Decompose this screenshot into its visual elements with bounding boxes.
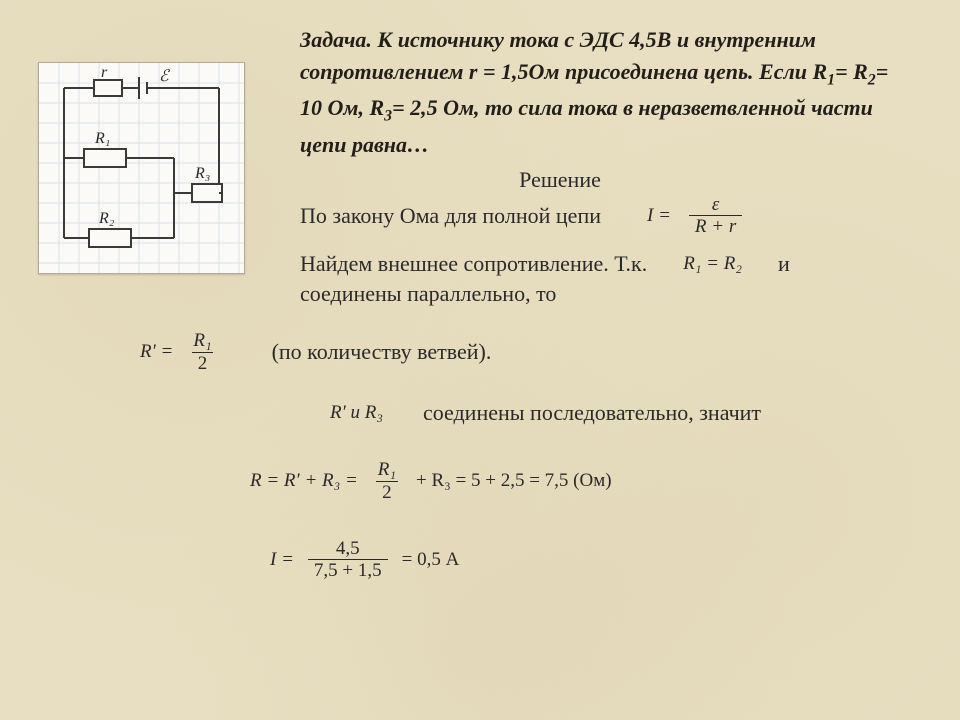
ohm-frac: ε R + r: [689, 195, 742, 238]
problem-p4: = 2,5 Ом, то сила тока в неразветвленной…: [300, 95, 873, 156]
r1-eq-r2: R₁ = R₂: [683, 251, 742, 277]
ext-post: и: [778, 249, 790, 279]
problem-s1: 1: [827, 71, 835, 88]
rsum-line: R = R′ + R₃ = R₁ 2 + R₃ = 5 + 2,5 = 7,5 …: [250, 460, 920, 503]
final-line: I = 4,5 7,5 + 1,5 = 0,5 А: [270, 539, 920, 582]
problem-p1: Задача. К источнику тока с ЭДС 4,5В и вн…: [300, 27, 827, 84]
label-r3: R₃: [194, 165, 210, 182]
problem-s3: 3: [384, 108, 392, 125]
label-r1: R₁: [94, 130, 110, 147]
circuit-diagram: r ℰ R₁ R₂ R₃: [38, 62, 245, 274]
problem-s2: 2: [868, 71, 876, 88]
rprime-den: 2: [192, 352, 214, 374]
label-r: r: [101, 64, 108, 81]
problem-p2: = R: [835, 59, 868, 84]
rsum-mid: + R₃ = 5 + 2,5 = 7,5 (Ом): [416, 470, 612, 492]
ext-pre: Найдем внешнее сопротивление. Т.к.: [300, 249, 647, 279]
rsum-num: R₁: [372, 460, 402, 481]
circuit-svg: r ℰ R₁ R₂ R₃: [39, 63, 244, 273]
ext-res-line2: соединены параллельно, то: [300, 279, 910, 309]
rprime-line: R′ = R₁ 2 (по количеству ветвей).: [140, 331, 920, 374]
ohm-line: По закону Ома для полной цепи I = ε R + …: [300, 195, 910, 238]
rsum-lhs: R = R′ + R₃ =: [250, 470, 358, 492]
problem-statement: Задача. К источнику тока с ЭДС 4,5В и вн…: [300, 24, 910, 161]
rprime-frac: R₁ 2: [187, 331, 217, 374]
series-post: соединены последовательно, значит: [423, 400, 761, 426]
rprime-num: R₁: [187, 331, 217, 352]
rprime-lhs: R′ =: [140, 341, 173, 363]
rsum-frac: R₁ 2: [372, 460, 402, 503]
series-pre: R′ и R₃: [330, 402, 383, 424]
label-r2: R₂: [98, 210, 115, 227]
rprime-note: (по количеству ветвей).: [272, 339, 492, 365]
ohm-lhs: I =: [647, 203, 671, 229]
ext-res-line1: Найдем внешнее сопротивление. Т.к. R₁ = …: [300, 249, 910, 279]
final-frac: 4,5 7,5 + 1,5: [308, 539, 388, 582]
ohm-num: ε: [706, 195, 726, 216]
final-den: 7,5 + 1,5: [308, 559, 388, 581]
final-num: 4,5: [330, 539, 366, 560]
final-rhs: = 0,5 А: [402, 549, 460, 571]
page-root: r ℰ R₁ R₂ R₃ Задача. К источнику тока с …: [0, 0, 960, 720]
ohm-pre: По закону Ома для полной цепи: [300, 201, 601, 231]
ohm-den: R + r: [689, 215, 742, 237]
series-line: R′ и R₃ соединены последовательно, значи…: [330, 400, 920, 426]
label-emf: ℰ: [159, 68, 171, 85]
final-lhs: I =: [270, 549, 294, 571]
solution-title: Решение: [200, 167, 920, 193]
rsum-den: 2: [376, 481, 398, 503]
